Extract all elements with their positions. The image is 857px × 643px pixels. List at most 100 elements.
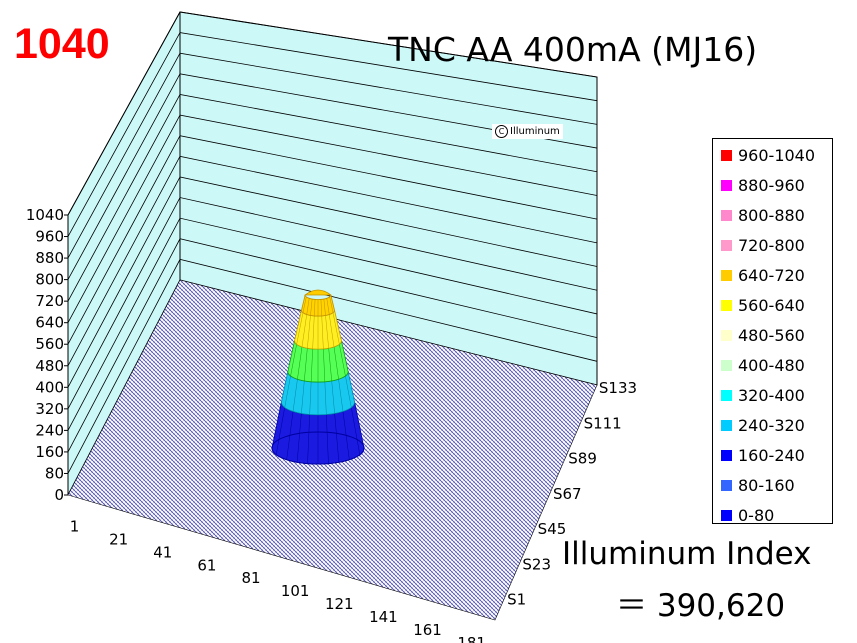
peak-mesh-line <box>329 314 335 347</box>
legend-item: 480-560 <box>721 325 805 345</box>
y-axis: S1 S23 S45 S67 S89 S111 S133 <box>507 379 637 608</box>
legend-swatch <box>721 299 732 311</box>
z-tick-label: 880 <box>35 249 64 267</box>
peak-mesh-line <box>333 346 339 380</box>
legend-item: 960-1040 <box>721 145 815 165</box>
peak-mesh-line <box>306 298 310 315</box>
z-tick-label: 400 <box>35 378 64 396</box>
x-tick-label: 161 <box>413 621 442 639</box>
legend-item: 0-80 <box>721 505 774 525</box>
peak-mesh-line <box>301 380 305 414</box>
copyright-icon: C <box>495 125 508 138</box>
legend-swatch <box>721 509 732 521</box>
legend-label: 480-560 <box>738 325 805 345</box>
legend-item: 880-960 <box>721 175 805 195</box>
legend-item: 800-880 <box>721 205 805 225</box>
legend-item: 320-400 <box>721 385 805 405</box>
peak-mesh-line <box>304 348 308 381</box>
peak-mesh-line <box>321 315 324 349</box>
z-tick-label: 720 <box>35 292 64 310</box>
peak-mesh-line <box>328 348 332 381</box>
legend-label: 0-80 <box>738 505 775 525</box>
y-tick-label: S1 <box>507 591 526 609</box>
wall-gridline <box>67 11 598 216</box>
peak-mesh-line <box>345 375 352 408</box>
watermark: C Illuminum <box>492 124 563 139</box>
legend-swatch <box>721 419 732 431</box>
z-tick-label: 480 <box>35 357 64 375</box>
z-axis: 0 80 160 240 320 400 480 560 640 720 800 880 960 1040 <box>26 206 68 504</box>
peak-mesh-line <box>307 315 311 349</box>
peak-mesh-line <box>339 344 346 376</box>
legend-label: 960-1040 <box>738 145 816 165</box>
y-tick-label: S111 <box>584 414 622 432</box>
y-tick-label: S23 <box>522 555 551 573</box>
peak-mesh-line <box>331 380 335 414</box>
legend-label: 800-880 <box>738 205 805 225</box>
legend-swatch <box>721 449 732 461</box>
peak-mesh-line <box>302 296 307 313</box>
z-tick-label: 320 <box>35 400 64 418</box>
peak-mesh-line <box>296 413 302 463</box>
peak-mesh-line <box>296 312 304 345</box>
legend-label: 640-720 <box>738 265 805 285</box>
peak-base-ring <box>271 431 365 465</box>
peak-mesh-line <box>312 315 315 349</box>
peak-mesh-line <box>329 296 334 313</box>
peak-mesh-line <box>297 346 303 380</box>
peak-tip <box>303 289 333 296</box>
z-tick-label: 560 <box>35 335 64 353</box>
wall-gridline <box>67 52 598 259</box>
legend-label: 720-800 <box>738 235 805 255</box>
legend-label: 880-960 <box>738 175 805 195</box>
peak-mesh-line <box>309 381 312 415</box>
y-tick-label: S67 <box>553 485 582 503</box>
x-tick-label: 21 <box>109 530 128 548</box>
peak-mesh-line <box>323 348 326 382</box>
legend-swatch <box>721 239 732 251</box>
wall-gridline <box>67 32 598 237</box>
legend-swatch <box>721 329 732 341</box>
z-tick-label: 160 <box>35 443 64 461</box>
peak-mesh-line <box>326 298 330 315</box>
legend-item: 80-160 <box>721 475 795 495</box>
wall-gridline <box>67 197 598 410</box>
x-tick-label: 81 <box>241 569 260 587</box>
legend-swatch <box>721 479 732 491</box>
wall-gridline <box>67 73 598 280</box>
peak-mesh-line <box>334 413 340 463</box>
legend-item: 160-240 <box>721 445 805 465</box>
peak-mesh-line <box>307 414 310 464</box>
peak-mesh-line <box>292 379 298 412</box>
x-tick-label: 61 <box>197 556 216 574</box>
wall-gridline <box>67 114 598 323</box>
peak-mesh-line <box>320 299 323 316</box>
x-tick-label: 181 <box>457 634 486 643</box>
wall-gridlines <box>67 11 598 474</box>
z-tick-label: 960 <box>35 228 64 246</box>
peak-mesh-line <box>290 344 297 376</box>
legend-item: 240-320 <box>721 415 805 435</box>
peak-mesh-line <box>323 298 326 316</box>
index-label: Illuminum Index <box>562 536 812 572</box>
peak-mesh-line <box>313 299 316 316</box>
legend-item: 560-640 <box>721 295 805 315</box>
legend-label: 80-160 <box>738 475 795 495</box>
z-tick-label: 80 <box>45 464 64 482</box>
legend-label: 320-400 <box>738 385 805 405</box>
z-tick-label: 0 <box>54 486 64 504</box>
legend-swatch <box>721 209 732 221</box>
wall-gridline <box>67 258 598 474</box>
peak-mesh-line <box>332 312 340 345</box>
index-value: ＝ 390,620 <box>616 588 786 624</box>
wall-gridline <box>67 94 598 302</box>
watermark-text: Illuminum <box>510 126 560 137</box>
legend-label: 160-240 <box>738 445 805 465</box>
x-tick-label: 141 <box>369 608 398 626</box>
peak-mesh-line <box>338 379 344 412</box>
legend-swatch <box>721 149 732 161</box>
x-tick-label: 101 <box>281 582 310 600</box>
peak-value-label: 1040 <box>14 20 110 68</box>
